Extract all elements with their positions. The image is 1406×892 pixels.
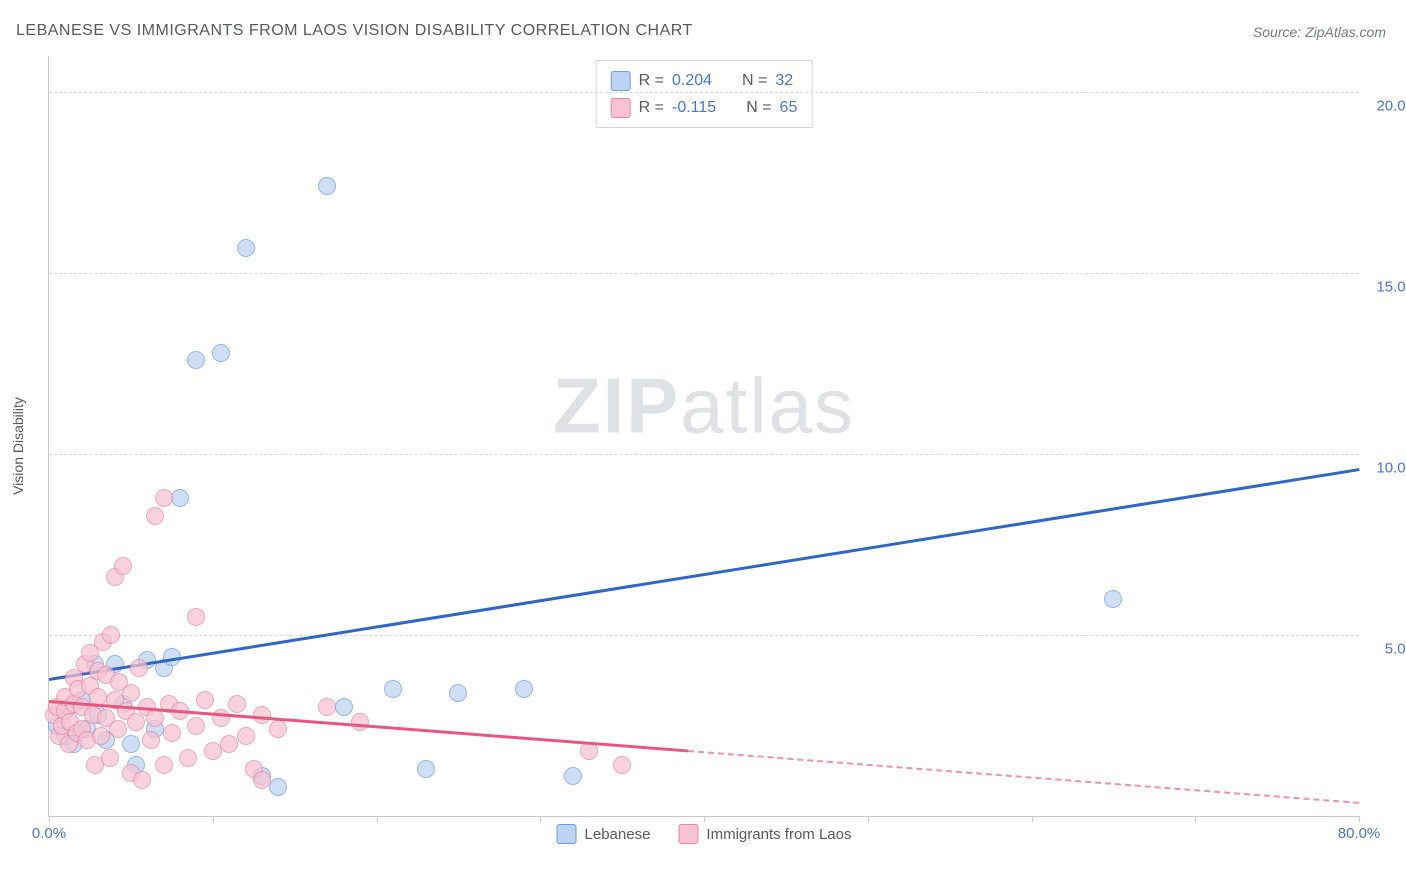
legend-swatch	[611, 98, 631, 118]
y-tick-label: 5.0%	[1364, 641, 1406, 658]
x-tick	[704, 816, 705, 822]
legend-swatch	[678, 824, 698, 844]
data-point	[196, 691, 214, 709]
data-point	[133, 771, 151, 789]
series-legend: Lebanese Immigrants from Laos	[557, 824, 852, 844]
data-point	[130, 659, 148, 677]
data-point	[142, 731, 160, 749]
legend-r-value: 0.204	[672, 67, 712, 94]
legend-row: R = 0.204 N = 32	[611, 67, 798, 94]
data-point	[237, 727, 255, 745]
watermark-bold: ZIP	[553, 361, 680, 449]
x-tick	[868, 816, 869, 822]
legend-swatch	[611, 71, 631, 91]
data-point	[146, 507, 164, 525]
legend-r-value: -0.115	[672, 94, 716, 121]
data-point	[269, 778, 287, 796]
legend-series-label: Lebanese	[585, 826, 651, 843]
data-point	[101, 749, 119, 767]
data-point	[187, 608, 205, 626]
legend-row: R = -0.115 N = 65	[611, 94, 798, 121]
data-point	[114, 557, 132, 575]
data-point	[187, 351, 205, 369]
data-point	[109, 720, 127, 738]
gridline	[49, 92, 1359, 93]
x-tick-label: 80.0%	[1338, 825, 1381, 842]
data-point	[335, 698, 353, 716]
watermark: ZIPatlas	[553, 360, 855, 451]
legend-n-label: N =	[746, 94, 771, 121]
y-tick-label: 10.0%	[1364, 460, 1406, 477]
gridline	[49, 635, 1359, 636]
data-point	[417, 760, 435, 778]
legend-r-label: R =	[639, 94, 664, 121]
gridline	[49, 454, 1359, 455]
legend-n-value: 32	[775, 67, 793, 94]
data-point	[449, 684, 467, 702]
x-tick	[213, 816, 214, 822]
legend-series-label: Immigrants from Laos	[706, 826, 851, 843]
data-point	[269, 720, 287, 738]
data-point	[102, 626, 120, 644]
data-point	[127, 713, 145, 731]
correlation-legend: R = 0.204 N = 32 R = -0.115 N = 65	[596, 60, 813, 128]
data-point	[163, 724, 181, 742]
data-point	[204, 742, 222, 760]
chart-title: LEBANESE VS IMMIGRANTS FROM LAOS VISION …	[16, 22, 693, 40]
x-tick	[1359, 816, 1360, 822]
plot-area: ZIPatlas R = 0.204 N = 32 R = -0.115 N = 65…	[48, 56, 1359, 817]
data-point	[1104, 590, 1122, 608]
data-point	[122, 684, 140, 702]
legend-r-label: R =	[639, 67, 664, 94]
data-point	[92, 727, 110, 745]
data-point	[155, 756, 173, 774]
legend-item: Immigrants from Laos	[678, 824, 851, 844]
data-point	[146, 709, 164, 727]
x-tick	[1032, 816, 1033, 822]
x-tick	[49, 816, 50, 822]
data-point	[212, 344, 230, 362]
data-point	[171, 489, 189, 507]
data-point	[253, 706, 271, 724]
y-tick-label: 20.0%	[1364, 98, 1406, 115]
watermark-rest: atlas	[680, 361, 855, 449]
trend-line	[687, 750, 1359, 806]
data-point	[228, 695, 246, 713]
data-point	[318, 177, 336, 195]
x-tick	[377, 816, 378, 822]
data-point	[351, 713, 369, 731]
y-tick-label: 15.0%	[1364, 279, 1406, 296]
x-tick-label: 0.0%	[32, 825, 66, 842]
data-point	[122, 735, 140, 753]
source-label: Source: ZipAtlas.com	[1253, 24, 1386, 40]
data-point	[318, 698, 336, 716]
y-axis-title: Vision Disability	[10, 397, 26, 495]
trend-line	[49, 469, 1359, 681]
data-point	[564, 767, 582, 785]
legend-item: Lebanese	[557, 824, 651, 844]
data-point	[187, 717, 205, 735]
gridline	[49, 273, 1359, 274]
data-point	[220, 735, 238, 753]
data-point	[155, 489, 173, 507]
data-point	[384, 680, 402, 698]
x-tick	[1195, 816, 1196, 822]
data-point	[253, 771, 271, 789]
data-point	[613, 756, 631, 774]
data-point	[237, 239, 255, 257]
x-tick	[540, 816, 541, 822]
legend-n-value: 65	[780, 94, 798, 121]
data-point	[179, 749, 197, 767]
data-point	[515, 680, 533, 698]
legend-swatch	[557, 824, 577, 844]
legend-n-label: N =	[742, 67, 767, 94]
